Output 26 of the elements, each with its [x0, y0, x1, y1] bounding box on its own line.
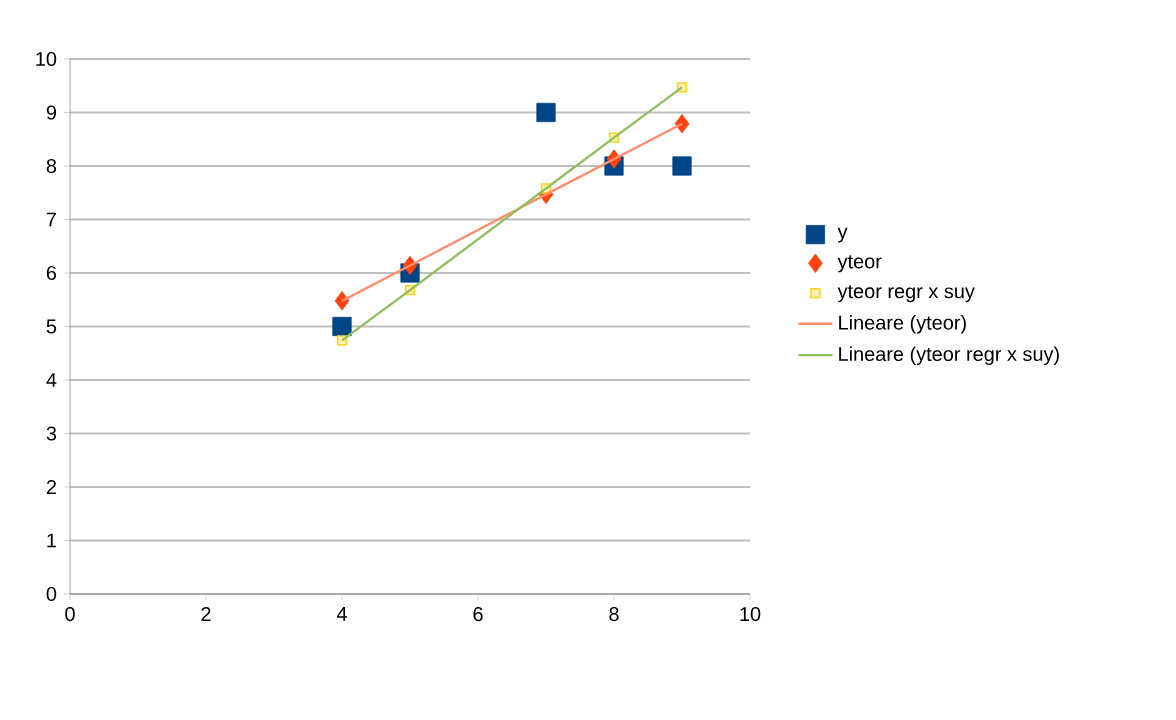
y-tick-label: 9	[46, 105, 57, 120]
y-tick-label: 10	[36, 51, 57, 67]
legend-label: Lineare (yteor regr x suy)	[839, 346, 1059, 365]
y-tick-label: 4	[46, 373, 57, 387]
x-tick-label: 10	[740, 607, 761, 622]
y-tick-label: 1	[47, 533, 56, 548]
x-tick-label: 4	[336, 607, 347, 621]
x-tick-label: 2	[201, 607, 211, 621]
point	[332, 316, 352, 337]
legend-label: Lineare (yteor)	[839, 315, 966, 334]
point	[536, 102, 556, 123]
y-tick-label: 8	[46, 158, 57, 174]
y-tick-label: 0	[46, 586, 57, 602]
legend-label: y	[837, 227, 848, 243]
point	[672, 156, 692, 176]
y-tick-label: 3	[46, 426, 57, 441]
legend-label: yteor	[837, 255, 882, 273]
point	[674, 114, 690, 134]
y-tick-label: 6	[46, 265, 57, 281]
x-tick-label: 6	[473, 607, 483, 622]
x-tick-label: 8	[609, 607, 619, 622]
y-tick-label: 7	[46, 212, 56, 227]
y-tick-label: 5	[46, 319, 57, 334]
x-tick-label: 0	[65, 607, 75, 622]
legend-label: yteor regr x suy	[837, 285, 975, 303]
y-tick-label: 2	[46, 480, 56, 494]
